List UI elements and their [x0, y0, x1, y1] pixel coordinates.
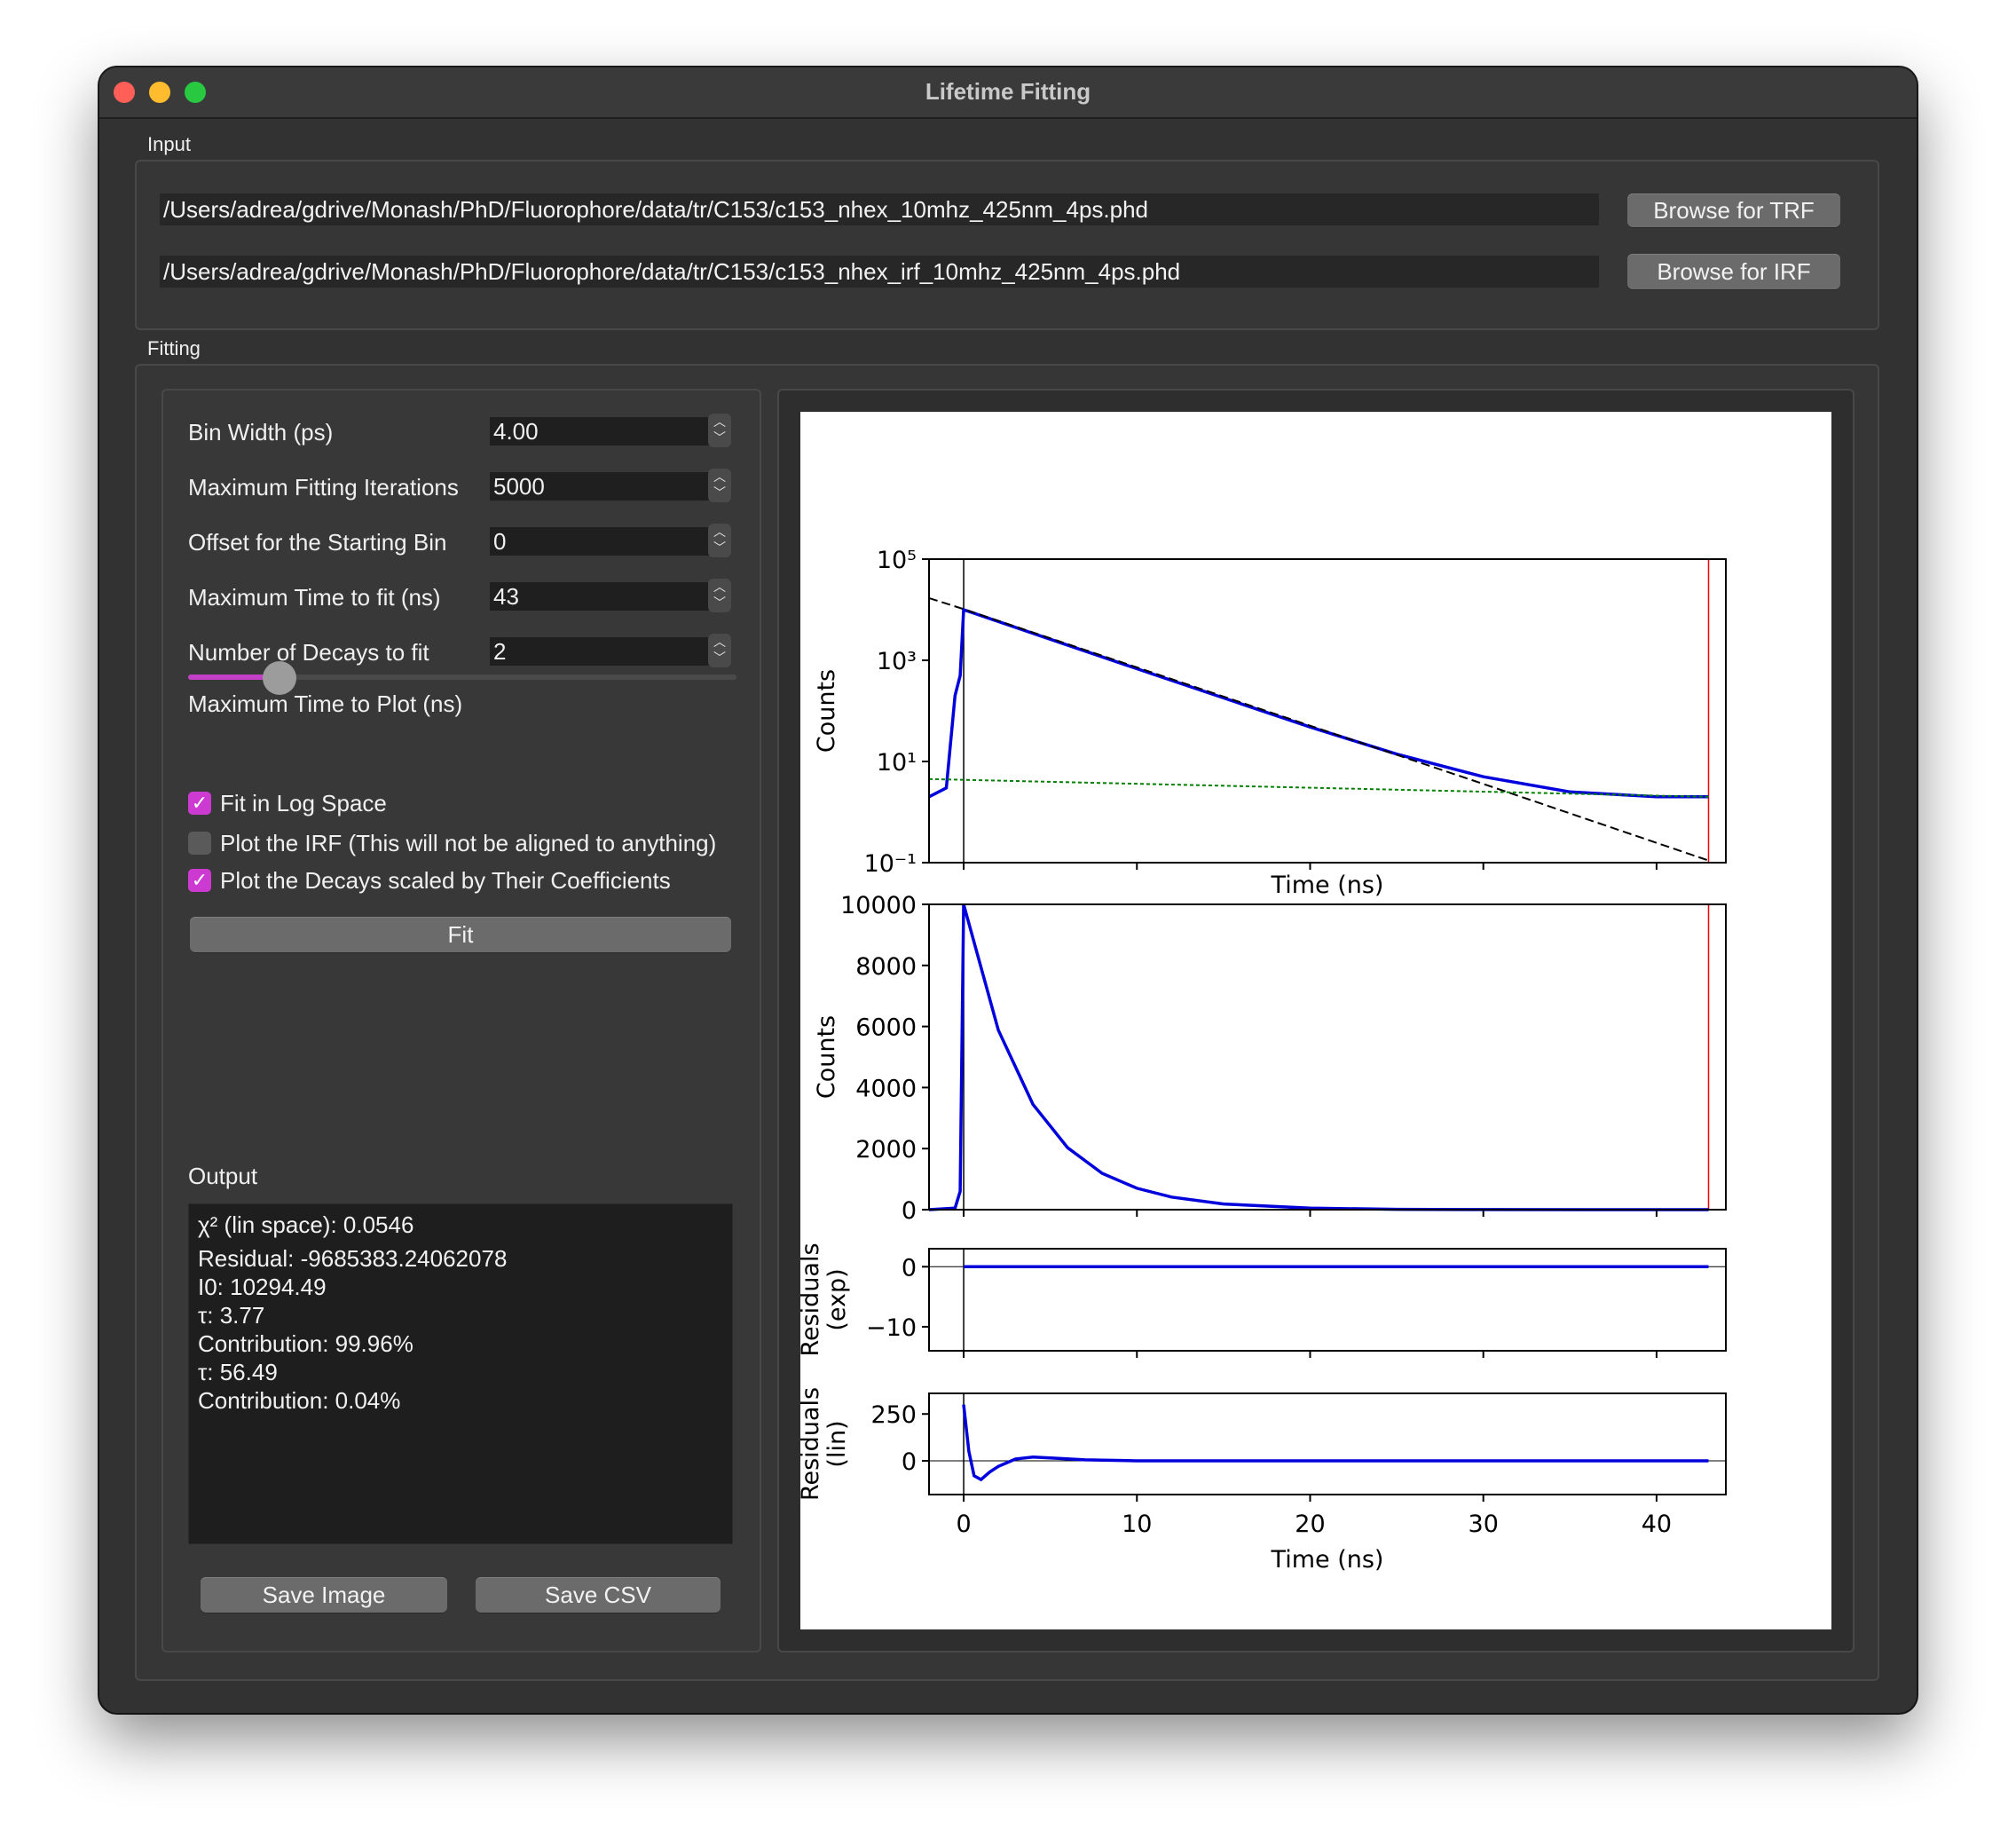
plot4-xtick-label-3: 20	[1295, 1511, 1325, 1538]
plot4-xtick-label-4: 30	[1469, 1511, 1499, 1538]
input-group-label: Input	[147, 133, 191, 155]
plot-scaled-decays-label: Plot the Decays scaled by Their Coeffici…	[220, 867, 671, 894]
plot2-ytick-label-4: 6000	[855, 1014, 917, 1042]
plot1-ytick-label-2: 10¹	[877, 749, 917, 777]
plot1-frame	[928, 558, 1727, 864]
output-tau-1: τ: 3.77	[198, 1302, 265, 1329]
offset-start-bin-label: Offset for the Starting Bin	[188, 529, 447, 556]
max-time-plot-slider-fill	[188, 674, 277, 680]
minimize-window-button[interactable]	[149, 82, 170, 103]
plot1-series-2	[928, 596, 1709, 862]
max-iterations-label: Maximum Fitting Iterations	[188, 474, 459, 501]
plot4-xtick-label-1: 0	[956, 1511, 971, 1538]
output-label: Output	[188, 1163, 258, 1189]
output-contribution-1: Contribution: 99.96%	[198, 1330, 413, 1357]
plot1-ylabel-1: Counts	[813, 669, 840, 753]
irf-path-field[interactable]: /Users/adrea/gdrive/Monash/PhD/Fluoropho…	[160, 256, 1599, 288]
input-group	[135, 160, 1879, 330]
plot4-series-1	[962, 1404, 1709, 1482]
plot4-ytick-label-1: 0	[902, 1448, 917, 1476]
plot-canvas: 10⁻¹ 10¹ 10³ 10⁵ Counts Time (ns) 0 2000 4000 600…	[797, 412, 1831, 1629]
plot1-xlabel: Time (ns)	[1271, 872, 1384, 899]
max-iterations-input[interactable]: 5000	[490, 472, 712, 501]
plot4-ylabel-2: (lin)	[823, 1420, 851, 1467]
plot-irf-label: Plot the IRF (This will not be aligned t…	[220, 830, 717, 856]
maximize-window-button[interactable]	[185, 82, 206, 103]
bin-width-stepper[interactable]: ︿ ﹀	[708, 414, 731, 447]
browse-irf-button[interactable]: Browse for IRF	[1627, 254, 1840, 289]
plot2-ytick-label-3: 4000	[855, 1075, 917, 1102]
plot3-ytick-label-1: −10	[866, 1314, 917, 1342]
output-contribution-2: Contribution: 0.04%	[198, 1387, 401, 1414]
plot2-ylabel-1: Counts	[813, 1015, 840, 1099]
fit-log-space-label: Fit in Log Space	[220, 790, 387, 816]
max-iterations-stepper[interactable]: ︿ ﹀	[708, 469, 731, 502]
plot2-ytick-label-2: 2000	[855, 1136, 917, 1164]
close-window-button[interactable]	[114, 82, 135, 103]
plot4-xtick-label-2: 10	[1122, 1511, 1152, 1538]
plot-irf-checkbox[interactable]	[188, 832, 211, 855]
plot2-series-1	[928, 903, 1709, 1211]
output-tau-2: τ: 56.49	[198, 1359, 278, 1385]
plot1-ytick-label-1: 10⁻¹	[864, 850, 917, 878]
plot1-ytick-label-4: 10⁵	[877, 547, 917, 574]
output-i0: I0: 10294.49	[198, 1274, 327, 1300]
window-title: Lifetime Fitting	[925, 78, 1091, 105]
plot2-ytick-label-1: 0	[902, 1197, 917, 1225]
trf-path-field[interactable]: /Users/adrea/gdrive/Monash/PhD/Fluoropho…	[160, 193, 1599, 225]
bin-width-label: Bin Width (ps)	[188, 419, 334, 446]
plot-scaled-decays-checkbox[interactable]: ✓	[188, 869, 211, 892]
fit-button[interactable]: Fit	[190, 917, 731, 952]
plot3-ytick-label-2: 0	[902, 1254, 917, 1282]
output-text-area[interactable]: χ² (lin space): 0.0546 Residual: -968538…	[188, 1203, 733, 1544]
num-decays-stepper[interactable]: ︿ ﹀	[708, 634, 731, 667]
output-residual: Residual: -9685383.24062078	[198, 1245, 508, 1272]
offset-start-bin-stepper[interactable]: ︿ ﹀	[708, 524, 731, 557]
plot3-ylabel-2: (exp)	[823, 1268, 851, 1330]
plot2-ytick-label-6: 10000	[840, 892, 917, 919]
max-time-fit-stepper[interactable]: ︿ ﹀	[708, 579, 731, 612]
max-time-fit-label: Maximum Time to fit (ns)	[188, 584, 441, 611]
plot3-ylabel-1: Residuals	[800, 1242, 824, 1356]
bin-width-input[interactable]: 4.00	[490, 417, 712, 446]
max-time-fit-input[interactable]: 43	[490, 582, 712, 611]
plot2-frame	[928, 903, 1727, 1211]
plot1-ytick-label-3: 10³	[877, 648, 917, 675]
save-csv-button[interactable]: Save CSV	[476, 1577, 721, 1613]
max-time-plot-slider-handle[interactable]	[263, 661, 296, 695]
browse-trf-button[interactable]: Browse for TRF	[1627, 193, 1840, 227]
plot1-series-1	[928, 607, 1709, 799]
max-time-plot-label: Maximum Time to Plot (ns)	[188, 690, 463, 717]
plot4-ytick-label-2: 250	[870, 1401, 917, 1429]
num-decays-label: Number of Decays to fit	[188, 639, 429, 666]
output-chi-squared: χ² (lin space): 0.0546	[198, 1211, 414, 1238]
plot3-frame	[928, 1248, 1727, 1352]
title-bar: Lifetime Fitting	[99, 67, 1917, 119]
plot4-xlabel: Time (ns)	[1271, 1546, 1384, 1574]
save-image-button[interactable]: Save Image	[201, 1577, 447, 1613]
fitting-group-label: Fitting	[147, 337, 201, 359]
fit-log-space-checkbox[interactable]: ✓	[188, 792, 211, 815]
plot4-frame	[928, 1392, 1727, 1495]
num-decays-input[interactable]: 2	[490, 637, 712, 666]
offset-start-bin-input[interactable]: 0	[490, 527, 712, 556]
plot4-xtick-label-5: 40	[1642, 1511, 1672, 1538]
max-time-plot-slider-track[interactable]	[188, 674, 736, 680]
plot4-ylabel-1: Residuals	[800, 1387, 824, 1501]
plot2-ytick-label-5: 8000	[855, 953, 917, 981]
